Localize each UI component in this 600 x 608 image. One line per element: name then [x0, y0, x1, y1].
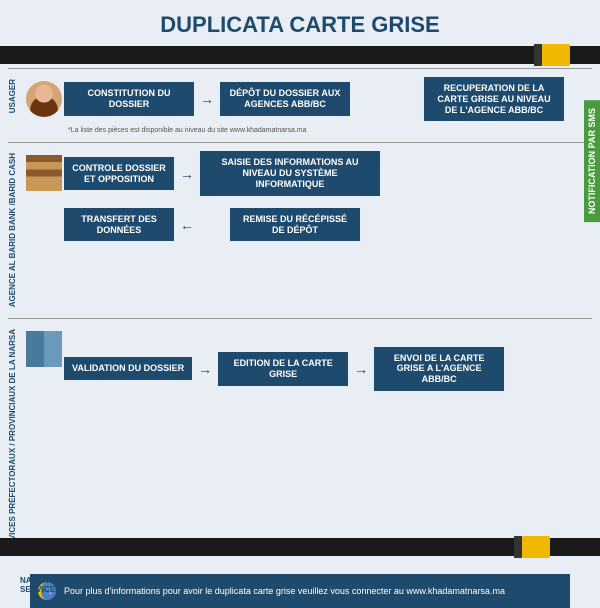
info-banner: ! Pour plus d'informations pour avoir le…: [30, 574, 570, 608]
page-title: DUPLICATA CARTE GRISE: [0, 0, 600, 42]
row-label: SERVICES PRÉFECTORAUX / PROVINCIAUX DE L…: [8, 327, 24, 558]
step-box: DÉPÔT DU DOSSIER AUX AGENCES ABB/BC: [220, 82, 350, 116]
arrow-icon: →: [200, 91, 214, 107]
arrow-icon: →: [198, 361, 212, 377]
row-services: SERVICES PRÉFECTORAUX / PROVINCIAUX DE L…: [8, 318, 592, 566]
arrow-icon: ←: [180, 217, 194, 233]
belt-decoration-bottom: [0, 538, 600, 556]
arrow-icon: →: [180, 166, 194, 182]
step-box: RECUPERATION DE LA CARTE GRISE AU NIVEAU…: [424, 77, 564, 121]
step-box: EDITION DE LA CARTE GRISE: [218, 352, 348, 386]
sms-notification-box: NOTIFICATION PAR SMS: [584, 100, 600, 222]
step-box: TRANSFERT DES DONNÉES: [64, 208, 174, 242]
row-label: USAGER: [8, 77, 24, 115]
row-usager: USAGER CONSTITUTION DU DOSSIER → DÉPÔT D…: [8, 68, 592, 142]
row-agence: AGENCE AL BARID BANK /BARID CASH CONTROL…: [8, 142, 592, 317]
step-box: CONSTITUTION DU DOSSIER: [64, 82, 194, 116]
step-box: VALIDATION DU DOSSIER: [64, 357, 192, 380]
row-label: AGENCE AL BARID BANK /BARID CASH: [8, 151, 24, 309]
bank-icon: [26, 155, 62, 191]
arrow-icon: →: [354, 361, 368, 377]
info-text: Pour plus d'informations pour avoir le d…: [64, 586, 505, 596]
step-box: ENVOI DE LA CARTE GRISE A L'AGENCE ABB/B…: [374, 347, 504, 391]
person-icon: [26, 81, 62, 117]
step-box: SAISIE DES INFORMATIONS AU NIVEAU DU SYS…: [200, 151, 380, 195]
office-icon: [26, 331, 62, 367]
belt-decoration-top: [0, 46, 600, 64]
footnote: *La liste des pièces est disponible au n…: [64, 127, 592, 134]
step-box: REMISE DU RÉCÉPISSÉ DE DÉPÔT: [230, 208, 360, 242]
narsa-logo: NARSASERVICES: [20, 576, 60, 594]
flowchart: NOTIFICATION PAR SMS USAGER CONSTITUTION…: [0, 68, 600, 566]
step-box: CONTROLE DOSSIER ET OPPOSITION: [64, 157, 174, 191]
